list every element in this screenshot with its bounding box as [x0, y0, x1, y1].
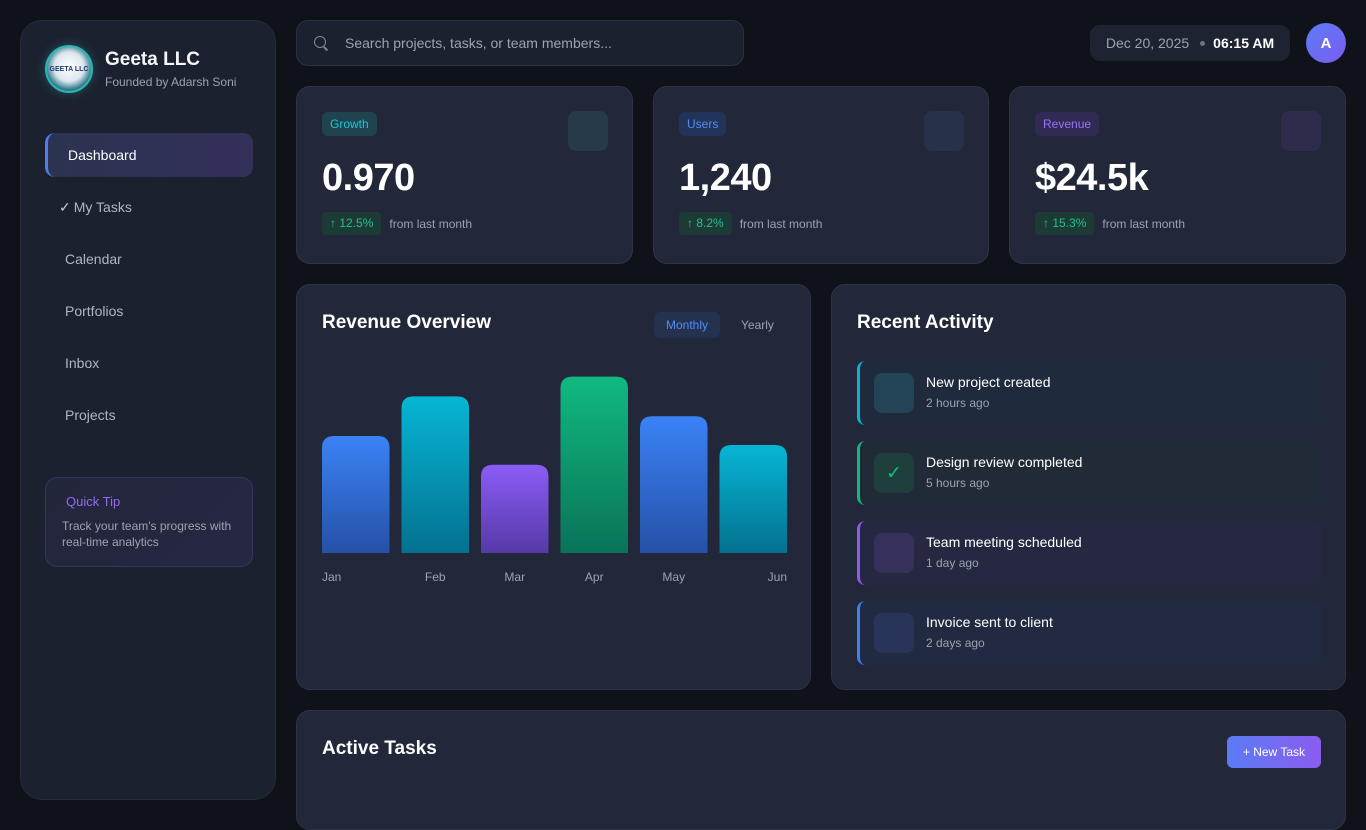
search-bar[interactable] — [296, 20, 744, 66]
sidebar-item-label: Dashboard — [68, 147, 137, 163]
company-logo: GEETA LLC — [45, 45, 93, 93]
activity-time: 5 hours ago — [926, 476, 990, 490]
active-tasks-title: Active Tasks — [322, 738, 437, 759]
checkmark-icon: ✓ — [874, 453, 914, 493]
x-tick-label: Apr — [585, 570, 604, 584]
sidebar-item-label: Projects — [65, 407, 116, 423]
sidebar-item-portfolios[interactable]: Portfolios — [45, 289, 253, 333]
company-subtitle: Founded by Adarsh Soni — [105, 75, 237, 89]
activity-title: Team meeting scheduled — [926, 534, 1082, 550]
bar-mar[interactable] — [481, 464, 549, 553]
stat-icon — [568, 111, 608, 151]
stat-from-label: from last month — [739, 216, 823, 231]
recent-activity-title: Recent Activity — [857, 312, 994, 333]
stat-change: ↑ 15.3% — [1035, 212, 1095, 235]
activity-item[interactable]: New project created 2 hours ago — [857, 361, 1322, 425]
sidebar-item-my-tasks[interactable]: ✓ My Tasks — [45, 185, 253, 229]
folder-icon — [874, 373, 914, 413]
sidebar-item-label: Inbox — [65, 355, 100, 371]
revenue-bar-chart: Jan Feb Mar Apr May Jun — [322, 376, 788, 584]
logo-text: GEETA LLC — [49, 65, 89, 73]
stat-value: $24.5k — [1035, 157, 1149, 199]
sidebar-item-inbox[interactable]: Inbox — [45, 341, 253, 385]
activity-time: 2 days ago — [926, 636, 985, 650]
yearly-toggle[interactable]: Yearly — [741, 318, 774, 332]
current-date: Dec 20, 2025 — [1105, 35, 1190, 51]
stat-from-label: from last month — [1102, 216, 1186, 231]
bar-apr[interactable] — [560, 376, 629, 553]
activity-title: Invoice sent to client — [926, 614, 1053, 630]
x-tick-label: Jan — [322, 570, 341, 584]
revenue-overview-panel: Jan Feb Mar Apr May Jun Revenue Overview Mont… — [296, 284, 811, 690]
invoice-icon — [874, 613, 914, 653]
stat-card-users: Users 1,240 ↑ 8.2% from last month — [653, 86, 989, 264]
active-tasks-panel: Active Tasks + New Task — [296, 710, 1346, 830]
sidebar-nav: Dashboard ✓ My Tasks Calendar Portfolios… — [45, 133, 253, 445]
bar-feb[interactable] — [401, 396, 470, 553]
activity-title: New project created — [926, 374, 1051, 390]
user-avatar[interactable]: A — [1306, 23, 1346, 63]
activity-item[interactable]: Team meeting scheduled 1 day ago — [857, 521, 1322, 585]
quick-tip-text: Track your team's progress with real-tim… — [62, 519, 232, 549]
stat-value: 0.970 — [322, 157, 415, 199]
stat-badge: Revenue — [1035, 112, 1100, 136]
activity-time: 1 day ago — [926, 556, 979, 570]
new-task-button[interactable]: + New Task — [1226, 736, 1321, 768]
search-icon — [313, 35, 329, 51]
stat-badge: Growth — [322, 112, 377, 136]
separator-dot — [1200, 40, 1206, 46]
quick-tip-title: Quick Tip — [66, 494, 121, 509]
company-name: Geeta LLC — [105, 49, 201, 70]
x-tick-label: Jun — [768, 570, 787, 584]
bar-may[interactable] — [640, 416, 708, 553]
revenue-overview-title: Revenue Overview — [322, 312, 491, 333]
date-time-display: Dec 20, 2025 06:15 AM — [1090, 25, 1290, 61]
activity-time: 2 hours ago — [926, 396, 990, 410]
brand: GEETA LLC Geeta LLC Founded by Adarsh So… — [45, 45, 236, 93]
x-tick-label: Mar — [504, 570, 525, 584]
sidebar-item-projects[interactable]: Projects — [45, 393, 253, 437]
stat-icon — [924, 111, 964, 151]
sidebar: GEETA LLC Geeta LLC Founded by Adarsh So… — [20, 20, 276, 800]
bar-jun[interactable] — [719, 445, 788, 553]
sidebar-item-label: Portfolios — [65, 303, 124, 319]
x-tick-label: May — [662, 570, 685, 584]
sidebar-item-calendar[interactable]: Calendar — [45, 237, 253, 281]
stat-change: ↑ 8.2% — [679, 212, 732, 235]
calendar-icon — [874, 533, 914, 573]
current-time: 06:15 AM — [1213, 35, 1275, 51]
sidebar-item-label: My Tasks — [73, 199, 132, 215]
bar-jan[interactable] — [322, 436, 390, 553]
stat-value: 1,240 — [679, 157, 772, 199]
avatar-initial: A — [1320, 34, 1332, 52]
x-tick-label: Feb — [425, 570, 446, 584]
stat-icon — [1281, 111, 1321, 151]
monthly-toggle[interactable]: Monthly — [654, 312, 721, 338]
sidebar-item-label: Calendar — [65, 251, 122, 267]
stat-from-label: from last month — [389, 216, 473, 231]
activity-title: Design review completed — [926, 454, 1083, 470]
stat-badge: Users — [679, 112, 727, 136]
checkmark-icon: ✓ — [59, 198, 71, 215]
recent-activity-panel: Recent Activity New project created 2 ho… — [831, 284, 1346, 690]
stat-card-growth: Growth 0.970 ↑ 12.5% from last month — [296, 86, 633, 264]
stat-card-revenue: Revenue $24.5k ↑ 15.3% from last month — [1009, 86, 1346, 264]
activity-item[interactable]: ✓ Design review completed 5 hours ago — [857, 441, 1322, 505]
search-input[interactable] — [345, 35, 725, 51]
sidebar-item-dashboard[interactable]: Dashboard — [45, 133, 253, 177]
stat-change: ↑ 12.5% — [322, 212, 382, 235]
quick-tip-card: Quick Tip Track your team's progress wit… — [45, 477, 253, 567]
activity-item[interactable]: Invoice sent to client 2 days ago — [857, 601, 1322, 665]
